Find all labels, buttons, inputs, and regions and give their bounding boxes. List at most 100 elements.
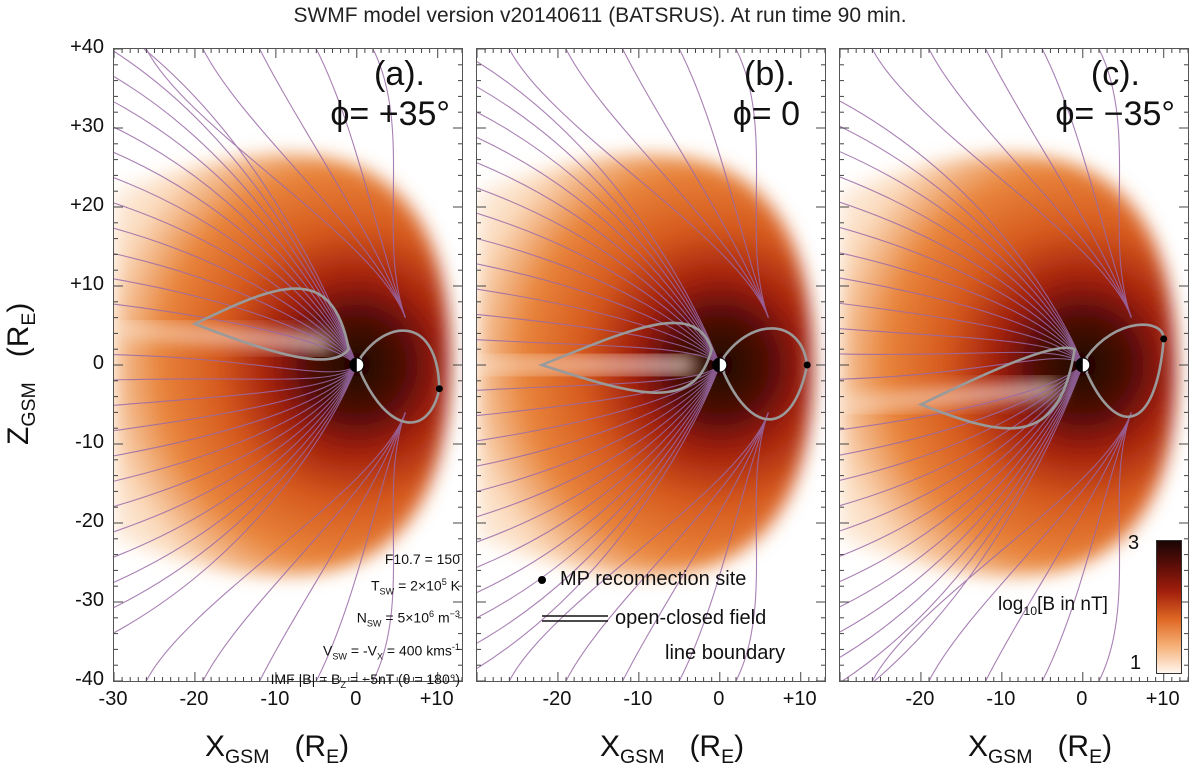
field-line xyxy=(114,364,358,533)
field-line xyxy=(840,125,1084,366)
field-line xyxy=(114,303,358,366)
field-line xyxy=(114,364,358,583)
field-line xyxy=(477,238,721,366)
legend-boundary-label-2: line boundary xyxy=(665,642,786,664)
field-lines xyxy=(477,49,769,681)
panel-c-phi: ϕ= −35° xyxy=(1055,95,1175,133)
field-line xyxy=(871,412,1132,681)
field-line xyxy=(840,364,1084,431)
field-line xyxy=(841,364,1084,681)
field-line xyxy=(508,49,769,318)
field-line xyxy=(840,364,1084,507)
colorbar-min-label: 1 xyxy=(1130,652,1142,674)
y-tick-label: +40 xyxy=(70,36,104,58)
field-line xyxy=(114,364,358,558)
field-line xyxy=(372,49,406,318)
field-line xyxy=(840,364,1084,532)
field-line xyxy=(202,412,406,681)
reconnection-site-marker xyxy=(1160,335,1168,343)
figure-title: SWMF model version v20140611 (BATSRUS). … xyxy=(293,4,907,27)
x-tick-label: -20 xyxy=(179,688,209,710)
field-line xyxy=(315,49,406,318)
field-line xyxy=(202,49,406,318)
field-line xyxy=(477,364,721,492)
earth-icon xyxy=(1075,357,1091,373)
field-line xyxy=(622,49,769,318)
x-tick-label: -20 xyxy=(542,688,572,710)
field-line xyxy=(315,412,406,681)
field-line xyxy=(114,177,358,366)
y-axis-label: ZGSM (RE) xyxy=(2,302,40,445)
y-tick-label: +20 xyxy=(70,194,104,216)
legend-dot-marker xyxy=(538,576,546,584)
field-line xyxy=(840,364,1084,582)
x-tick-label: 0 xyxy=(350,688,362,710)
param-vsw: VSW = -VX = 400 kms-1 xyxy=(322,641,460,662)
param-tsw: TSW = 2×105 K xyxy=(370,577,460,597)
solar-wind-parameters: F10.7 = 150 TSW = 2×105 K NSW = 5×106 m−… xyxy=(150,548,460,697)
panel-b-label: (b). xyxy=(744,55,795,93)
x-tick-label: -10 xyxy=(260,688,290,710)
earth-icon xyxy=(712,357,728,373)
field-line xyxy=(1098,412,1132,681)
field-line xyxy=(145,49,406,318)
panel-plot xyxy=(114,49,462,681)
current-sheet xyxy=(477,357,695,373)
field-line xyxy=(873,364,1084,681)
axis-ticks xyxy=(114,49,462,681)
field-line xyxy=(678,49,769,318)
field-line xyxy=(840,176,1084,366)
field-line xyxy=(871,49,1132,318)
field-line xyxy=(477,162,721,366)
field-lines xyxy=(840,49,1132,681)
y-tick-label: +30 xyxy=(70,115,104,137)
panel-b-phi: ϕ= 0 xyxy=(732,95,800,133)
field-line xyxy=(114,101,358,366)
field-line xyxy=(840,364,1084,481)
x-tick-label: -10 xyxy=(623,688,653,710)
field-line xyxy=(114,364,358,381)
axis-ticks xyxy=(840,49,1188,681)
x-axis-label-c: XGSM (RE) xyxy=(968,730,1113,768)
y-tick-label: -40 xyxy=(75,668,104,690)
field-line xyxy=(840,364,1084,557)
x-tick-label: -10 xyxy=(986,688,1016,710)
panel-plot xyxy=(840,49,1188,681)
field-line xyxy=(985,49,1132,318)
field-line xyxy=(114,151,358,366)
field-line xyxy=(840,364,1084,633)
field-line xyxy=(114,364,358,457)
field-line xyxy=(114,278,358,366)
field-line xyxy=(477,364,721,669)
field-line xyxy=(840,277,1084,366)
colorbar-max-label: 3 xyxy=(1128,532,1140,554)
x-tick-label: +10 xyxy=(782,688,817,710)
field-line xyxy=(259,412,406,681)
panel-a-phi: ϕ= +35° xyxy=(330,95,450,133)
field-line xyxy=(928,49,1132,318)
field-line xyxy=(1041,49,1132,318)
panel-b xyxy=(476,48,826,682)
y-tick-label: -30 xyxy=(75,589,104,611)
field-line xyxy=(678,412,769,681)
field-line xyxy=(114,364,358,482)
field-line xyxy=(477,364,721,518)
panel-c-label: (c). xyxy=(1090,55,1140,93)
field-strength-region xyxy=(114,154,450,576)
field-line xyxy=(145,412,406,681)
field-line xyxy=(114,364,358,406)
x-tick-label: -20 xyxy=(905,688,935,710)
field-line xyxy=(114,364,358,609)
field-line xyxy=(840,151,1084,366)
field-line xyxy=(114,364,358,507)
field-line xyxy=(477,364,721,442)
legend-boundary-label-1: open-closed field xyxy=(615,607,767,629)
x-axis-label-b: XGSM (RE) xyxy=(600,730,745,768)
field-line xyxy=(372,412,406,681)
field-line xyxy=(114,364,358,634)
param-f107: F10.7 = 150 xyxy=(384,551,460,567)
field-line xyxy=(928,412,1132,681)
reconnection-site-marker xyxy=(435,385,443,393)
colorbar-gradient xyxy=(1156,540,1182,674)
param-nsw: NSW = 5×106 m−3 xyxy=(356,609,460,629)
